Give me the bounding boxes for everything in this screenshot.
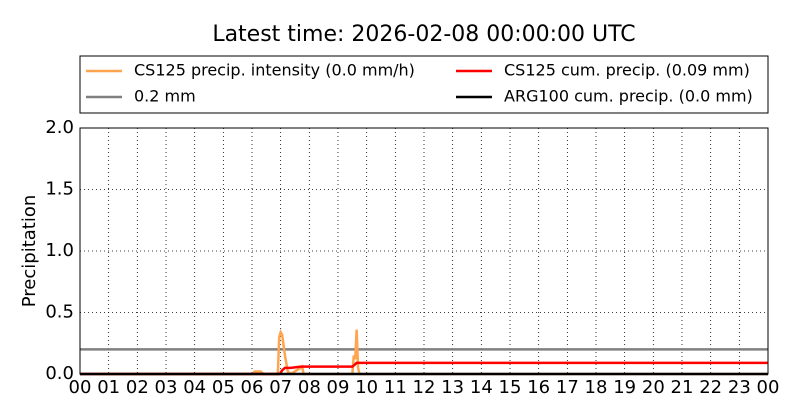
x-tick-label: 03 xyxy=(155,377,178,398)
x-tick-label: 04 xyxy=(183,377,206,398)
x-tick-label: 20 xyxy=(642,377,665,398)
x-tick-label: 10 xyxy=(355,377,378,398)
x-tick-label: 15 xyxy=(499,377,522,398)
x-tick-label: 06 xyxy=(241,377,264,398)
x-tick-label: 14 xyxy=(470,377,493,398)
y-tick-label: 1.0 xyxy=(45,240,74,261)
chart-title: Latest time: 2026-02-08 00:00:00 UTC xyxy=(212,22,635,47)
y-tick-label: 0.5 xyxy=(45,302,74,323)
x-tick-label: 16 xyxy=(527,377,550,398)
x-tick-label: 22 xyxy=(699,377,722,398)
x-tick-label: 01 xyxy=(97,377,120,398)
plot-frame xyxy=(79,127,769,375)
legend-label: 0.2 mm xyxy=(134,87,196,106)
x-tick-label: 17 xyxy=(556,377,579,398)
y-axis-label: Precipitation xyxy=(19,195,40,308)
x-tick-label: 23 xyxy=(728,377,751,398)
y-tick-label: 2.0 xyxy=(45,117,74,138)
x-tick-label: 13 xyxy=(441,377,464,398)
y-tick-label: 1.5 xyxy=(45,179,74,200)
legend-label: CS125 precip. intensity (0.0 mm/h) xyxy=(134,61,415,80)
x-tick-label: 02 xyxy=(126,377,149,398)
x-tick-label: 00 xyxy=(69,377,92,398)
x-tick-label: 12 xyxy=(413,377,436,398)
x-tick-label: 11 xyxy=(384,377,407,398)
x-tick-label: 09 xyxy=(327,377,350,398)
x-tick-label: 05 xyxy=(212,377,235,398)
x-tick-label: 08 xyxy=(298,377,321,398)
y-tick-label: 0.0 xyxy=(45,363,74,384)
x-tick-label: 00 xyxy=(757,377,780,398)
legend-label: ARG100 cum. precip. (0.0 mm) xyxy=(504,87,753,106)
x-tick-label: 18 xyxy=(585,377,608,398)
legend-box xyxy=(79,55,769,114)
x-tick-label: 07 xyxy=(269,377,292,398)
x-tick-label: 19 xyxy=(613,377,636,398)
legend-label: CS125 cum. precip. (0.09 mm) xyxy=(504,61,750,80)
x-tick-label: 21 xyxy=(671,377,694,398)
